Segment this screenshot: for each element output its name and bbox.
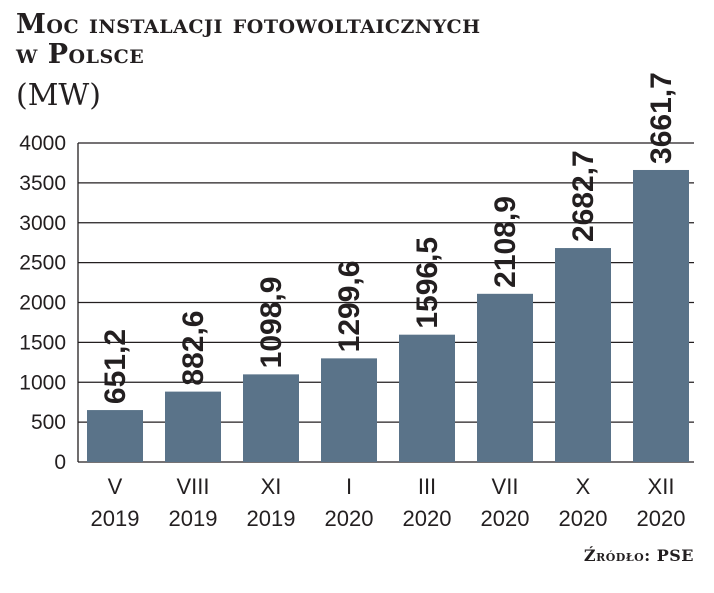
x-tick-year: 2019 bbox=[169, 506, 218, 531]
bar bbox=[399, 334, 455, 462]
data-label: 2108,9 bbox=[489, 196, 522, 288]
x-tick-month: VIII bbox=[176, 474, 209, 499]
x-tick-year: 2020 bbox=[403, 506, 452, 531]
y-axis-ticks: 0 500 1000 1500 2000 2500 3000 3500 4000 bbox=[19, 132, 66, 474]
bar bbox=[321, 358, 377, 462]
x-tick-year: 2019 bbox=[91, 506, 140, 531]
y-tick-label: 500 bbox=[31, 411, 66, 434]
x-tick-month: XI bbox=[261, 474, 282, 499]
y-tick-label: 0 bbox=[54, 451, 66, 474]
bar bbox=[555, 248, 611, 462]
data-label: 882,6 bbox=[177, 311, 210, 386]
y-tick-label: 2000 bbox=[19, 292, 66, 315]
x-tick-month: X bbox=[576, 474, 591, 499]
chart-title-line2: w Polsce bbox=[16, 39, 145, 70]
y-tick-label: 1000 bbox=[19, 371, 66, 394]
y-tick-label: 2500 bbox=[19, 252, 66, 275]
bar bbox=[633, 169, 689, 462]
x-tick-month: V bbox=[108, 474, 123, 499]
data-label: 1596,5 bbox=[411, 237, 444, 329]
y-tick-label: 3000 bbox=[19, 212, 66, 235]
bar bbox=[87, 410, 143, 462]
x-tick-year: 2020 bbox=[481, 506, 530, 531]
chart-title: Moc instalacji fotowoltaicznych w Polsce bbox=[16, 10, 481, 70]
data-label: 1299,6 bbox=[333, 261, 366, 353]
x-tick-month: XII bbox=[648, 474, 675, 499]
data-label: 651,2 bbox=[99, 329, 132, 404]
x-tick-month: VII bbox=[492, 474, 519, 499]
bar bbox=[243, 374, 299, 462]
data-label: 3661,7 bbox=[645, 72, 678, 164]
y-axis-unit: (MW) bbox=[16, 78, 101, 113]
y-tick-label: 3500 bbox=[19, 172, 66, 195]
bars bbox=[87, 169, 689, 462]
y-tick-label: 1500 bbox=[19, 331, 66, 354]
x-tick-month: I bbox=[346, 474, 352, 499]
x-tick-year: 2020 bbox=[325, 506, 374, 531]
data-label: 2682,7 bbox=[567, 150, 600, 242]
bar bbox=[165, 391, 221, 462]
bar bbox=[477, 293, 533, 462]
y-tick-label: 4000 bbox=[19, 132, 66, 155]
data-label: 1098,9 bbox=[255, 277, 288, 369]
x-tick-month: III bbox=[418, 474, 436, 499]
chart-title-line1: Moc instalacji fotowoltaicznych bbox=[16, 9, 481, 40]
data-labels: 651,2 882,6 1098,9 1299,6 1596,5 2108,9 2682,7… bbox=[99, 72, 678, 404]
source-note: Źródło: PSE bbox=[583, 546, 694, 565]
x-tick-year: 2020 bbox=[637, 506, 686, 531]
x-tick-year: 2020 bbox=[559, 506, 608, 531]
x-axis-ticks: V 2019 VIII 2019 XI 2019 I 2020 III 2020 VII 2020 X 2… bbox=[91, 474, 686, 531]
x-tick-year: 2019 bbox=[247, 506, 296, 531]
